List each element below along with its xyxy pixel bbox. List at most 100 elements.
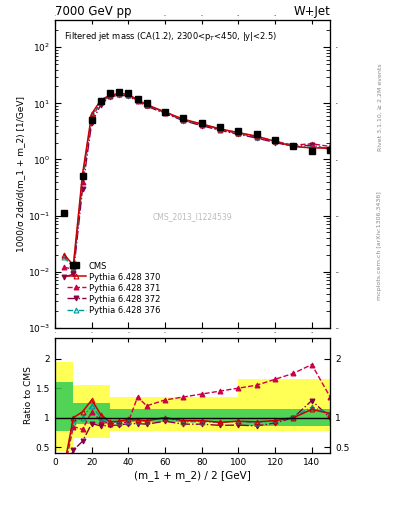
Pythia 6.428 370 xyxy=(273,138,277,144)
Pythia 6.428 376 xyxy=(309,144,314,151)
CMS xyxy=(62,210,66,216)
Pythia 6.428 371 xyxy=(99,99,103,105)
CMS xyxy=(309,148,314,154)
Pythia 6.428 372 xyxy=(328,146,332,153)
Pythia 6.428 370 xyxy=(126,91,131,97)
Pythia 6.428 371 xyxy=(236,131,241,137)
CMS xyxy=(181,115,186,121)
Pythia 6.428 370 xyxy=(71,262,76,268)
Pythia 6.428 372 xyxy=(126,93,131,99)
Pythia 6.428 370 xyxy=(309,145,314,151)
Pythia 6.428 372 xyxy=(218,127,222,134)
Pythia 6.428 372 xyxy=(163,111,167,117)
Line: Pythia 6.428 371: Pythia 6.428 371 xyxy=(62,92,332,272)
Pythia 6.428 371 xyxy=(291,142,296,148)
Pythia 6.428 370 xyxy=(254,133,259,139)
CMS xyxy=(71,262,76,268)
Pythia 6.428 372 xyxy=(135,98,140,104)
Pythia 6.428 372 xyxy=(62,274,66,280)
Pythia 6.428 376 xyxy=(126,92,131,98)
Pythia 6.428 370 xyxy=(62,251,66,258)
Pythia 6.428 370 xyxy=(144,101,149,108)
Pythia 6.428 376 xyxy=(99,98,103,104)
Pythia 6.428 376 xyxy=(108,92,112,98)
Pythia 6.428 372 xyxy=(71,271,76,277)
CMS xyxy=(199,120,204,126)
CMS xyxy=(108,91,112,97)
Pythia 6.428 376 xyxy=(328,145,332,151)
Text: 7000 GeV pp: 7000 GeV pp xyxy=(55,5,132,18)
CMS xyxy=(89,117,94,123)
Pythia 6.428 376 xyxy=(236,130,241,136)
Pythia 6.428 370 xyxy=(108,92,112,98)
Pythia 6.428 370 xyxy=(236,130,241,136)
Pythia 6.428 370 xyxy=(328,145,332,151)
Pythia 6.428 372 xyxy=(291,143,296,150)
Pythia 6.428 370 xyxy=(117,91,121,97)
X-axis label: (m_1 + m_2) / 2 [GeV]: (m_1 + m_2) / 2 [GeV] xyxy=(134,470,251,481)
Pythia 6.428 376 xyxy=(135,97,140,103)
Pythia 6.428 371 xyxy=(181,117,186,123)
Pythia 6.428 372 xyxy=(99,101,103,108)
Pythia 6.428 371 xyxy=(273,138,277,144)
Pythia 6.428 370 xyxy=(89,111,94,117)
Pythia 6.428 371 xyxy=(135,97,140,103)
Pythia 6.428 370 xyxy=(291,143,296,150)
Pythia 6.428 376 xyxy=(117,91,121,97)
Pythia 6.428 371 xyxy=(117,91,121,97)
Pythia 6.428 370 xyxy=(80,171,85,177)
Pythia 6.428 372 xyxy=(80,186,85,192)
Pythia 6.428 376 xyxy=(80,173,85,179)
Pythia 6.428 376 xyxy=(144,102,149,108)
CMS xyxy=(291,143,296,150)
CMS xyxy=(144,100,149,106)
Pythia 6.428 371 xyxy=(80,179,85,185)
Pythia 6.428 371 xyxy=(89,115,94,121)
Pythia 6.428 376 xyxy=(89,113,94,119)
Pythia 6.428 371 xyxy=(163,110,167,116)
Line: Pythia 6.428 376: Pythia 6.428 376 xyxy=(62,91,332,270)
Pythia 6.428 370 xyxy=(218,126,222,132)
Pythia 6.428 370 xyxy=(181,116,186,122)
CMS xyxy=(236,128,241,134)
Pythia 6.428 376 xyxy=(163,109,167,115)
Line: Pythia 6.428 372: Pythia 6.428 372 xyxy=(62,93,332,280)
Y-axis label: 1000/σ 2dσ/d(m_1 + m_2) [1/GeV]: 1000/σ 2dσ/d(m_1 + m_2) [1/GeV] xyxy=(16,96,25,252)
Pythia 6.428 372 xyxy=(199,122,204,129)
Pythia 6.428 371 xyxy=(328,143,332,150)
Pythia 6.428 371 xyxy=(144,102,149,109)
Pythia 6.428 376 xyxy=(71,264,76,270)
Y-axis label: Ratio to CMS: Ratio to CMS xyxy=(24,367,33,424)
CMS xyxy=(163,109,167,115)
Pythia 6.428 371 xyxy=(126,92,131,98)
CMS xyxy=(117,89,121,95)
Legend: CMS, Pythia 6.428 370, Pythia 6.428 371, Pythia 6.428 372, Pythia 6.428 376: CMS, Pythia 6.428 370, Pythia 6.428 371,… xyxy=(65,259,163,317)
Pythia 6.428 376 xyxy=(273,138,277,144)
Pythia 6.428 370 xyxy=(99,97,103,103)
Pythia 6.428 371 xyxy=(199,122,204,128)
Pythia 6.428 370 xyxy=(163,109,167,115)
Pythia 6.428 372 xyxy=(273,139,277,145)
Pythia 6.428 370 xyxy=(135,97,140,103)
Line: CMS: CMS xyxy=(61,89,333,268)
Text: mcplots.cern.ch [arXiv:1306.3436]: mcplots.cern.ch [arXiv:1306.3436] xyxy=(377,191,382,300)
Pythia 6.428 372 xyxy=(117,92,121,98)
Pythia 6.428 376 xyxy=(254,134,259,140)
CMS xyxy=(273,137,277,143)
Line: Pythia 6.428 370: Pythia 6.428 370 xyxy=(62,91,332,268)
Pythia 6.428 371 xyxy=(71,266,76,272)
Pythia 6.428 372 xyxy=(89,120,94,126)
CMS xyxy=(80,173,85,179)
Pythia 6.428 372 xyxy=(144,103,149,109)
Pythia 6.428 372 xyxy=(236,131,241,137)
Pythia 6.428 372 xyxy=(309,142,314,148)
Pythia 6.428 371 xyxy=(254,134,259,140)
Pythia 6.428 371 xyxy=(218,126,222,133)
Pythia 6.428 372 xyxy=(254,135,259,141)
Pythia 6.428 372 xyxy=(108,94,112,100)
Text: Rivet 3.1.10, ≥ 2.2M events: Rivet 3.1.10, ≥ 2.2M events xyxy=(377,63,382,152)
Pythia 6.428 371 xyxy=(309,141,314,147)
Pythia 6.428 376 xyxy=(181,117,186,123)
Pythia 6.428 376 xyxy=(291,143,296,150)
Pythia 6.428 372 xyxy=(181,118,186,124)
